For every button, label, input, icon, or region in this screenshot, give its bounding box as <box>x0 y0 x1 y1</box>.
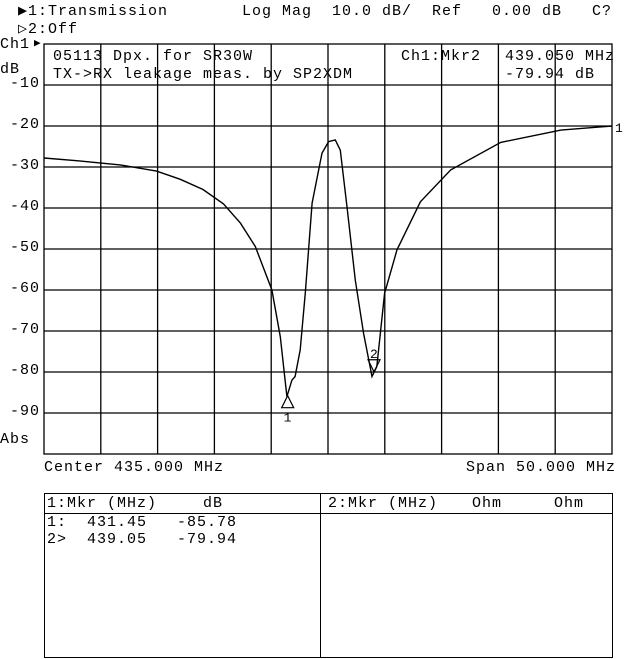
marker-label: 1 <box>284 411 292 426</box>
reference-trace-marker: 1 <box>615 121 623 136</box>
trace1-label[interactable]: ▶1:Transmission <box>18 3 169 20</box>
reference-pointer-icon: ▶ <box>34 38 42 50</box>
left-header-marker: 1:Mkr (MHz) <box>47 495 158 512</box>
channel-label: Ch1 <box>0 36 31 53</box>
row-frequency: 431.45 <box>87 514 148 531</box>
left-header-unit: dB <box>203 495 224 512</box>
row-value: -85.78 <box>177 514 238 531</box>
right-header-marker: 2:Mkr (MHz) <box>328 495 439 512</box>
plot-area: 1 2 1 <box>43 43 623 455</box>
active-marker-value: -79.94 dB <box>505 66 596 83</box>
span-frequency[interactable]: Span 50.000 MHz <box>466 459 617 476</box>
abs-label: Abs <box>0 431 31 448</box>
y-tick-label: -20 <box>9 116 40 133</box>
y-tick-label: -60 <box>9 280 40 297</box>
marker-label: 2 <box>370 347 378 362</box>
right-header-unit2: Ohm <box>554 495 585 512</box>
right-header-unit1: Ohm <box>472 495 503 512</box>
trace2-label[interactable]: ▷2:Off <box>18 21 79 38</box>
y-tick-label: -80 <box>9 362 40 379</box>
y-tick-label: -10 <box>9 75 40 92</box>
table-header-divider <box>45 513 612 514</box>
row-marker: 1: <box>47 514 68 531</box>
trace-line <box>43 125 613 397</box>
active-marker-frequency: 439.050 MHz <box>505 48 616 65</box>
y-tick-label: -30 <box>9 157 40 174</box>
y-tick-label: -70 <box>9 321 40 338</box>
row-value: -79.94 <box>177 531 238 548</box>
y-tick-label: -50 <box>9 239 40 256</box>
row-marker: 2> <box>47 531 68 548</box>
annotation-line1: 05113 Dpx. for SR30W <box>53 48 254 65</box>
active-marker-label: Ch1:Mkr2 <box>401 48 482 65</box>
table-column-divider <box>320 494 321 657</box>
center-frequency[interactable]: Center 435.000 MHz <box>44 459 225 476</box>
row-frequency: 439.05 <box>87 531 148 548</box>
annotation-line2: TX->RX leakage meas. by SP2XDM <box>53 66 354 83</box>
marker-triangle-icon <box>367 359 381 374</box>
y-tick-label: -40 <box>9 198 40 215</box>
unit-label: dB <box>0 61 21 78</box>
y-tick-label: -90 <box>9 403 40 420</box>
marker-triangle-icon <box>280 394 295 409</box>
marker-table: 1:Mkr (MHz) dB 2:Mkr (MHz) Ohm Ohm 1: 43… <box>44 493 613 658</box>
format-readout: Log Mag 10.0 dB/ Ref 0.00 dB C? <box>242 3 613 20</box>
